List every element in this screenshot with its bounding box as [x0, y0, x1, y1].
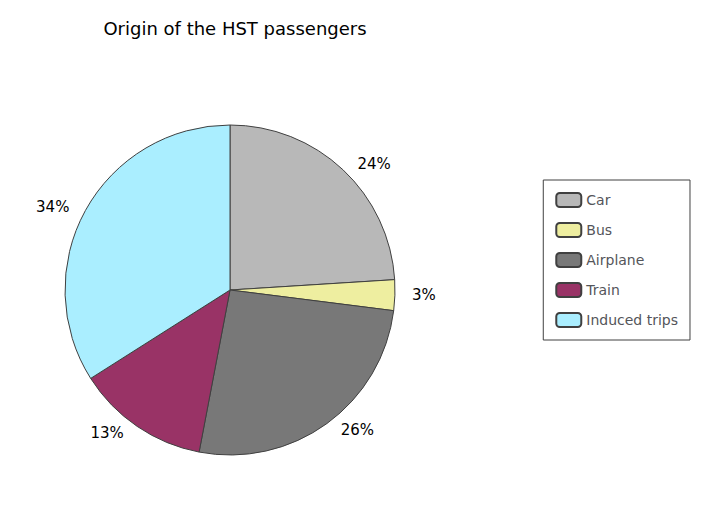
- svg-text:26%: 26%: [341, 421, 374, 439]
- svg-text:24%: 24%: [357, 155, 390, 173]
- svg-text:Car: Car: [586, 192, 610, 208]
- svg-text:Origin of the HST passengers: Origin of the HST passengers: [103, 18, 366, 39]
- svg-text:Induced trips: Induced trips: [586, 312, 678, 328]
- svg-text:Train: Train: [585, 282, 620, 298]
- svg-text:Airplane: Airplane: [586, 252, 644, 268]
- svg-text:3%: 3%: [412, 286, 436, 304]
- svg-text:Bus: Bus: [586, 222, 612, 238]
- svg-text:13%: 13%: [90, 424, 123, 442]
- svg-text:34%: 34%: [36, 198, 69, 216]
